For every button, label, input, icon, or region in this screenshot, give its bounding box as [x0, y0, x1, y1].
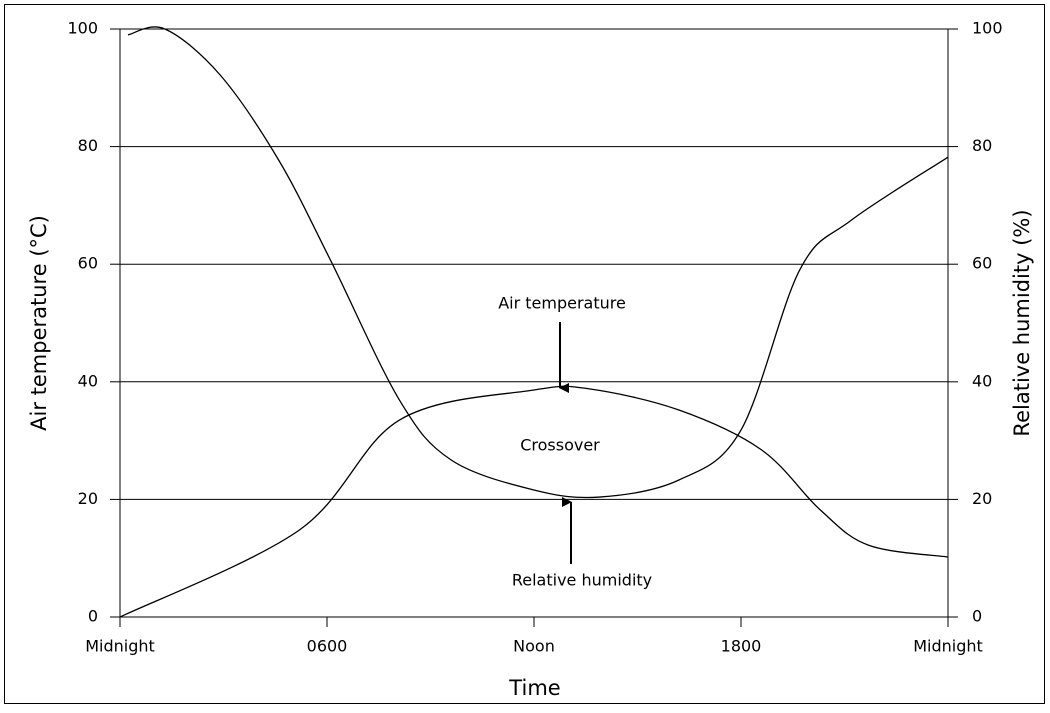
- y2-tick-label: 20: [972, 489, 992, 508]
- annotation: Crossover: [520, 436, 600, 455]
- y2-tick-label: 0: [972, 607, 982, 626]
- x-tick-label: 0600: [307, 637, 348, 656]
- y2-tick-label: 100: [972, 19, 1003, 38]
- x-tick-label: Midnight: [85, 637, 155, 656]
- y-tick-label: 100: [67, 19, 98, 38]
- y-axis-label: Air temperature (°C): [27, 215, 51, 431]
- y2-axis-label: Relative humidity (%): [1010, 209, 1034, 436]
- annotation: Air temperature: [498, 294, 626, 313]
- y2-tick-label: 80: [972, 136, 992, 155]
- y-tick-label: 80: [78, 136, 98, 155]
- y-tick-label: 20: [78, 489, 98, 508]
- x-tick-label: Noon: [513, 637, 555, 656]
- x-axis-label: Time: [508, 676, 560, 700]
- x-tick-label: Midnight: [913, 637, 983, 656]
- y-tick-label: 60: [78, 254, 98, 273]
- y2-tick-label: 40: [972, 371, 992, 390]
- y-tick-label: 40: [78, 371, 98, 390]
- line: [127, 26, 949, 499]
- plot-frame: [119, 28, 949, 618]
- x-tick-label: 1800: [721, 637, 762, 656]
- line: [119, 385, 949, 618]
- frame: [4, 4, 1045, 704]
- annotation: Relative humidity: [512, 571, 652, 590]
- y2-tick-label: 60: [972, 254, 992, 273]
- y-tick-label: 0: [88, 607, 98, 626]
